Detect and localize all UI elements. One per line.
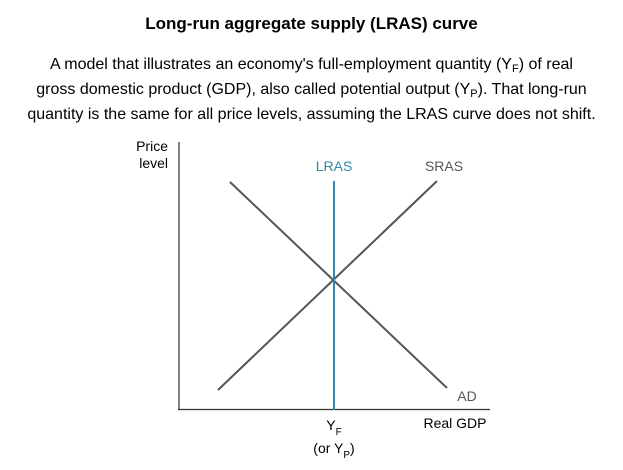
yf-label: YF [326, 417, 341, 438]
diagram-description: A model that illustrates an economy's fu… [0, 52, 623, 127]
y-axis-label-line-1: Price [136, 138, 168, 154]
description-line-2: gross domestic product (GDP), also calle… [36, 81, 587, 100]
sras-curve [217, 180, 438, 391]
x-axis-label: Real GDP [423, 415, 486, 431]
description-line-3: quantity is the same for all price level… [27, 106, 596, 123]
diagram-title: Long-run aggregate supply (LRAS) curve [145, 14, 478, 33]
description-line-1: A model that illustrates an economy's fu… [50, 56, 573, 75]
sras-label: SRAS [425, 158, 463, 174]
yp-label: (or YP) [313, 440, 354, 461]
ad-curve [229, 181, 448, 389]
lras-label: LRAS [316, 158, 353, 174]
y-axis-label-line-2: level [139, 155, 168, 171]
ad-label: AD [457, 388, 476, 404]
